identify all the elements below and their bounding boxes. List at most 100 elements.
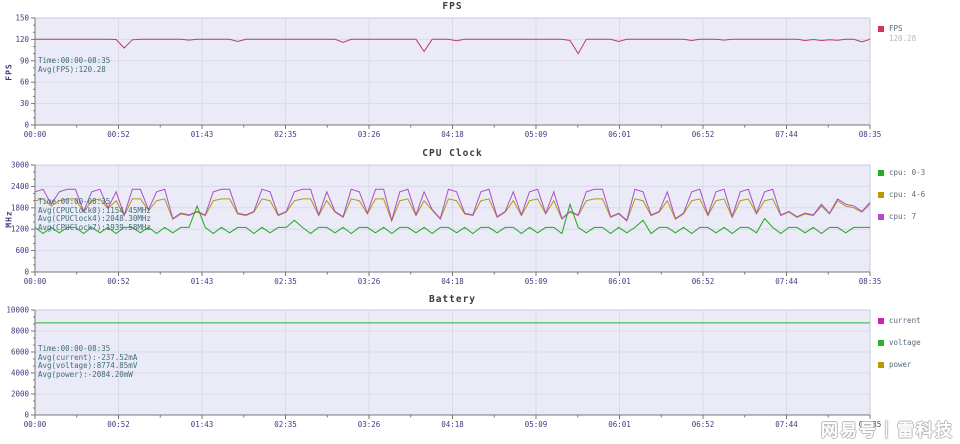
x-tick-label: 00:52 [107, 130, 130, 139]
y-tick-label: 0 [24, 411, 29, 420]
y-tick-label: 1800 [11, 203, 30, 212]
y-axis-ticks: 0 2000 4000 6000 8000 10000 [6, 306, 35, 420]
y-axis-ticks: 0 30 60 90 120 150 [15, 14, 35, 130]
y-tick-label: 0 [24, 268, 29, 277]
legend-label: voltage [889, 338, 921, 347]
x-axis-ticks: 00:00 00:52 01:43 02:35 03:26 04:18 05:09 06:01… [24, 125, 882, 139]
x-tick-label: 02:35 [274, 420, 297, 429]
legend-item-power[interactable]: power [878, 360, 921, 369]
x-tick-label: 06:01 [608, 420, 631, 429]
x-tick-label: 04:18 [441, 130, 464, 139]
legend-item-cpu-4-6[interactable]: cpu: 4-6 [878, 190, 925, 199]
tooltip-line: Time:00:00-08:35 [38, 197, 111, 206]
x-tick-label: 07:44 [775, 277, 798, 286]
battery-legend: current voltage power [878, 316, 921, 382]
legend-item-current[interactable]: current [878, 316, 921, 325]
fps-plot: 0 30 60 90 120 150 00:00 00:52 01:43 02:35 03:26 04… [15, 14, 882, 140]
y-tick-label: 6000 [11, 348, 30, 357]
cpu-legend: cpu: 0-3 cpu: 4-6 cpu: 7 [878, 168, 925, 234]
x-axis-ticks: 00:00 00:52 01:43 02:35 03:26 04:18 05:09 06:01… [24, 272, 881, 286]
legend-label: cpu: 4-6 [889, 190, 926, 199]
fps-chart-title: FPS [442, 1, 463, 12]
battery-chart: Battery 0 2000 4000 6000 8000 10000 00:00 00:52… [0, 290, 960, 444]
x-tick-label: 00:52 [107, 277, 130, 286]
x-tick-label: 05:09 [525, 277, 548, 286]
tooltip-line: Avg(FPS):120.28 [38, 64, 106, 74]
x-tick-label: 02:35 [274, 277, 297, 286]
x-tick-label: 00:00 [24, 130, 47, 139]
y-tick-label: 90 [20, 56, 30, 65]
legend-item-fps[interactable]: FPS 120.28 [878, 24, 916, 43]
legend-swatch-icon [878, 317, 884, 324]
y-tick-label: 2400 [11, 182, 30, 191]
legend-label: FPS [889, 24, 903, 33]
y-tick-label: 1200 [11, 225, 30, 234]
fps-legend: FPS 120.28 [878, 24, 916, 47]
gridlines [35, 309, 871, 415]
legend-swatch-icon [878, 25, 884, 32]
tooltip-line: Avg(CPUClock0):1154.45MHz [38, 205, 151, 215]
x-tick-label: 07:44 [775, 420, 798, 429]
legend-item-voltage[interactable]: voltage [878, 338, 921, 347]
x-tick-label: 01:43 [191, 277, 214, 286]
x-tick-label: 08:35 [859, 420, 882, 429]
fps-avg-tooltip: Time:00:00-08:35 Avg(FPS):120.28 [38, 56, 111, 74]
series-line-fps [34, 38, 871, 55]
x-tick-label: 06:01 [608, 130, 631, 139]
y-tick-label: 150 [15, 14, 29, 23]
legend-swatch-icon [878, 361, 884, 368]
tooltip-line: Avg(voltage):8774.85mV [38, 361, 138, 370]
cpu-clock-plot: 0 600 1200 1800 2400 3000 00:00 00:52 01:43 02:35… [11, 161, 881, 287]
x-tick-label: 01:43 [191, 420, 214, 429]
x-tick-label: 03:26 [358, 277, 381, 286]
watermark: 网易号｜雷科技 [821, 421, 954, 440]
battery-plot: 0 2000 4000 6000 8000 10000 00:00 00:52 01:43 02:… [6, 306, 882, 430]
legend-value: 120.28 [889, 34, 917, 43]
legend-label: power [889, 360, 912, 369]
y-tick-label: 600 [15, 246, 29, 255]
x-tick-label: 03:26 [358, 130, 381, 139]
legend-label: cpu: 7 [889, 212, 917, 221]
x-tick-label: 00:00 [24, 420, 47, 429]
cpu-avg-tooltip: Time:00:00-08:35 Avg(CPUClock0):1154.45MH… [38, 197, 151, 232]
y-tick-label: 60 [20, 78, 30, 87]
cpu-clock-chart-title: CPU Clock [422, 148, 483, 159]
y-tick-label: 8000 [11, 327, 30, 336]
legend-item-cpu-7[interactable]: cpu: 7 [878, 212, 925, 221]
legend-swatch-icon [878, 191, 884, 198]
tooltip-line: Avg(CPUClock7):1939.58MHz [38, 222, 151, 232]
fps-chart: FPS FPS 0 30 60 90 120 150 00:00 00:52 01:43 02:3… [0, 0, 960, 145]
cpu-clock-chart: CPU Clock MHz 0 600 1200 1800 2400 3000 00:00 0… [0, 145, 960, 290]
x-tick-label: 06:52 [692, 420, 715, 429]
x-tick-label: 01:43 [191, 130, 214, 139]
legend-swatch-icon [878, 339, 884, 346]
x-tick-label: 03:26 [358, 420, 381, 429]
x-tick-label: 05:09 [525, 130, 548, 139]
battery-avg-tooltip: Time:00:00-08:35 Avg(current):-237.52mA Av… [38, 344, 138, 379]
legend-swatch-icon [878, 213, 884, 220]
tooltip-line: Avg(CPUClock4):2048.30MHz [38, 214, 151, 223]
x-tick-label: 07:44 [775, 130, 798, 139]
legend-swatch-icon [878, 169, 884, 176]
tooltip-line: Time:00:00-08:35 [38, 344, 111, 353]
x-tick-label: 00:52 [107, 420, 130, 429]
y-tick-label: 4000 [11, 369, 30, 378]
series-line-cpu-4-6 [34, 198, 871, 223]
x-tick-label: 04:18 [441, 277, 464, 286]
x-tick-label: 05:09 [525, 420, 548, 429]
x-tick-label: 06:52 [692, 130, 715, 139]
legend-label: cpu: 0-3 [889, 168, 926, 177]
x-tick-label: 00:00 [24, 277, 47, 286]
legend-label: current [889, 316, 921, 325]
x-tick-label: 04:18 [441, 420, 464, 429]
x-tick-label: 08:35 [859, 130, 882, 139]
tooltip-line: Time:00:00-08:35 [38, 56, 111, 65]
x-tick-label: 06:52 [692, 277, 715, 286]
y-tick-label: 2000 [11, 390, 30, 399]
tooltip-line: Avg(current):-237.52mA [38, 352, 138, 362]
x-tick-label: 06:01 [608, 277, 631, 286]
legend-item-cpu-0-3[interactable]: cpu: 0-3 [878, 168, 925, 177]
tooltip-line: Avg(power):-2084.20mW [38, 369, 133, 379]
y-tick-label: 30 [20, 99, 30, 108]
